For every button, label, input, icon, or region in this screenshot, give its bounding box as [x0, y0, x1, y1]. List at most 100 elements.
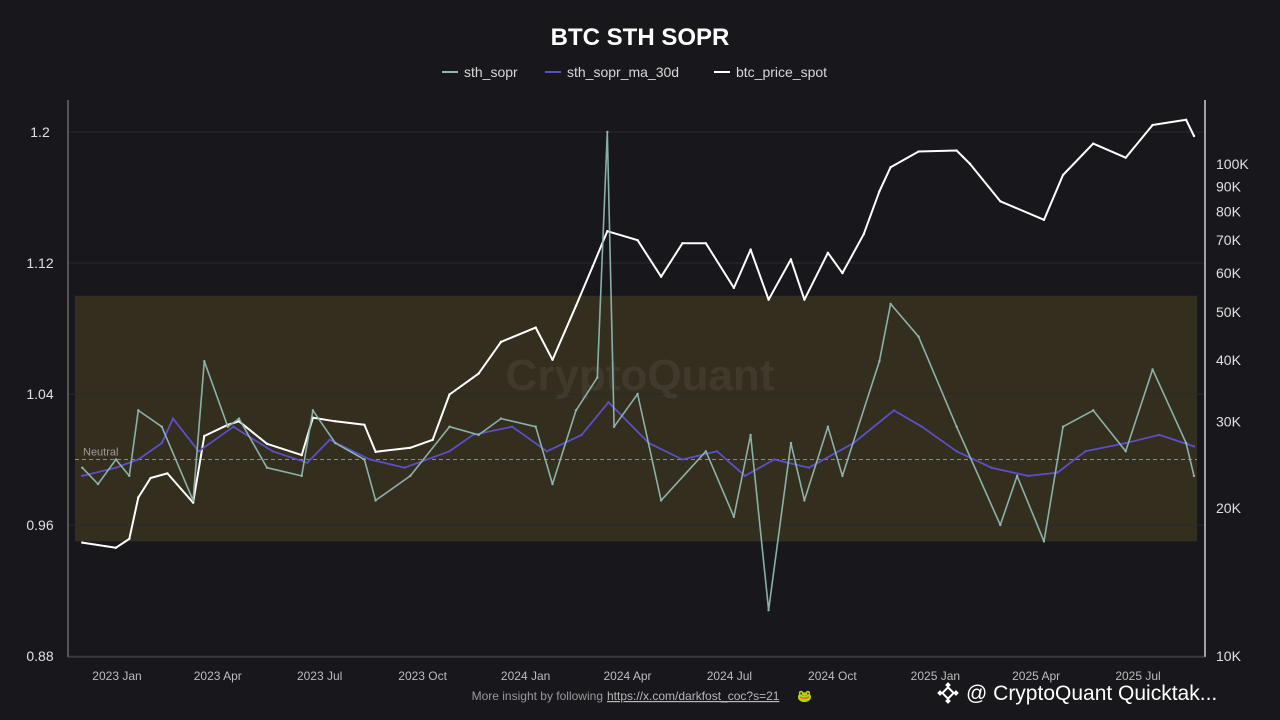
legend-entry-label[interactable]: sth_sopr_ma_30d	[567, 64, 679, 80]
data-point-btc_price_spot	[431, 438, 434, 442]
series-group	[81, 118, 1196, 612]
footer-link[interactable]: https://x.com/darkfost_coc?s=21	[607, 689, 780, 703]
data-point-btc_price_spot	[681, 242, 684, 245]
data-point-btc_price_spot	[574, 304, 578, 307]
x-ticks: 2023 Jan 2023 Apr 2023 Jul 2023 Oct 2024 Jan…	[92, 669, 1160, 683]
data-point-btc_price_spot	[363, 423, 366, 427]
data-point-sth_sopr_ma_30d	[232, 425, 235, 428]
data-point-sth_sopr_ma_30d	[681, 458, 684, 461]
data-point-btc_price_spot	[917, 150, 920, 153]
data-point-sth_sopr	[128, 474, 131, 478]
data-point-sth_sopr	[606, 130, 609, 134]
legend-entry-label[interactable]: btc_price_spot	[736, 64, 827, 80]
data-point-btc_price_spot	[448, 393, 451, 396]
data-point-sth_sopr	[81, 466, 84, 469]
data-point-sth_sopr	[226, 425, 230, 428]
data-point-btc_price_spot	[878, 190, 881, 193]
y-left-tick-label: 0.88	[26, 648, 53, 664]
y-left-tick-label: 1.04	[26, 386, 53, 402]
data-point-sth_sopr	[1015, 474, 1019, 478]
y-right-tick-label: 20K	[1216, 500, 1242, 516]
data-point-sth_sopr	[551, 482, 554, 486]
data-point-sth_sopr	[1151, 368, 1154, 371]
data-point-sth_sopr_ma_30d	[171, 417, 175, 420]
data-point-btc_price_spot	[889, 166, 892, 169]
data-point-btc_price_spot	[334, 420, 337, 423]
data-point-sth_sopr_ma_30d	[368, 458, 372, 461]
brand-text: @ CryptoQuant Quicktak...	[966, 682, 1217, 705]
data-point-btc_price_spot	[114, 546, 118, 549]
data-point-sth_sopr_ma_30d	[448, 450, 451, 453]
data-point-sth_sopr	[826, 425, 830, 428]
data-point-sth_sopr_ma_30d	[1056, 471, 1059, 474]
data-point-sth_sopr	[1192, 474, 1196, 478]
data-point-sth_sopr	[409, 474, 412, 478]
data-point-sth_sopr_ma_30d	[1027, 474, 1030, 478]
data-point-sth_sopr_ma_30d	[715, 450, 719, 453]
data-point-sth_sopr	[612, 425, 616, 428]
data-point-btc_price_spot	[968, 162, 972, 166]
data-point-btc_price_spot	[803, 298, 806, 301]
data-point-sth_sopr	[704, 450, 708, 453]
data-point-btc_price_spot	[534, 326, 537, 329]
data-point-sth_sopr	[1061, 425, 1065, 428]
data-point-btc_price_spot	[551, 358, 554, 361]
legend-entry-label[interactable]: sth_sopr	[464, 64, 518, 80]
data-point-sth_sopr_ma_30d	[1084, 450, 1087, 453]
data-point-btc_price_spot	[841, 271, 844, 275]
data-point-sth_sopr	[878, 360, 881, 363]
data-point-sth_sopr_ma_30d	[271, 450, 274, 453]
data-point-sth_sopr_ma_30d	[580, 433, 583, 437]
y-right-tick-label: 60K	[1216, 265, 1242, 281]
data-point-sth_sopr	[955, 425, 958, 428]
data-point-btc_price_spot	[636, 239, 639, 242]
data-point-btc_price_spot	[591, 264, 594, 268]
footer-text: More insight by following	[472, 689, 603, 703]
x-tick-label: 2025 Jan	[911, 669, 960, 683]
data-point-sth_sopr	[374, 499, 377, 502]
data-point-sth_sopr	[534, 425, 537, 428]
data-point-btc_price_spot	[191, 501, 195, 504]
data-point-sth_sopr	[1124, 450, 1127, 453]
data-point-sth_sopr	[917, 335, 920, 338]
data-point-sth_sopr_ma_30d	[160, 441, 163, 445]
data-point-btc_price_spot	[137, 496, 140, 499]
data-point-btc_price_spot	[999, 200, 1002, 203]
data-point-btc_price_spot	[732, 286, 736, 290]
data-point-sth_sopr	[203, 360, 206, 363]
data-point-btc_price_spot	[767, 298, 770, 301]
data-point-sth_sopr_ma_30d	[306, 461, 309, 464]
data-point-btc_price_spot	[374, 450, 377, 454]
frog-emoji: 🐸	[797, 689, 812, 703]
binance-icon	[937, 682, 959, 704]
data-point-sth_sopr	[334, 441, 337, 445]
data-point-btc_price_spot	[409, 446, 412, 449]
data-point-sth_sopr	[803, 499, 806, 502]
data-point-btc_price_spot	[1124, 156, 1127, 159]
data-point-btc_price_spot	[203, 434, 206, 438]
x-tick-label: 2024 Apr	[603, 669, 651, 683]
x-tick-label: 2023 Apr	[194, 669, 242, 683]
y-left-ticks: 1.2 1.12 1.04 0.96 0.88	[26, 124, 53, 664]
data-point-btc_price_spot	[659, 275, 663, 278]
data-point-sth_sopr	[137, 409, 140, 412]
data-point-sth_sopr	[114, 458, 118, 461]
data-point-sth_sopr	[889, 302, 892, 306]
data-point-sth_sopr_ma_30d	[607, 400, 610, 404]
y-right-tick-label: 70K	[1216, 232, 1242, 248]
data-point-sth_sopr_ma_30d	[81, 474, 84, 478]
chart-legend: sth_sopr sth_sopr_ma_30d btc_price_spot	[442, 64, 827, 80]
data-point-btc_price_spot	[300, 453, 303, 457]
data-point-sth_sopr	[477, 433, 480, 437]
data-point-sth_sopr_ma_30d	[990, 466, 993, 469]
data-point-sth_sopr	[191, 499, 195, 502]
data-point-sth_sopr	[1092, 409, 1095, 412]
data-point-btc_price_spot	[749, 248, 752, 251]
x-tick-label: 2023 Jan	[92, 669, 141, 683]
neutral-label: Neutral	[83, 447, 118, 459]
data-point-sth_sopr	[574, 409, 578, 412]
x-tick-label: 2024 Oct	[808, 669, 857, 683]
data-point-btc_price_spot	[81, 541, 84, 544]
data-point-sth_sopr_ma_30d	[807, 466, 811, 469]
